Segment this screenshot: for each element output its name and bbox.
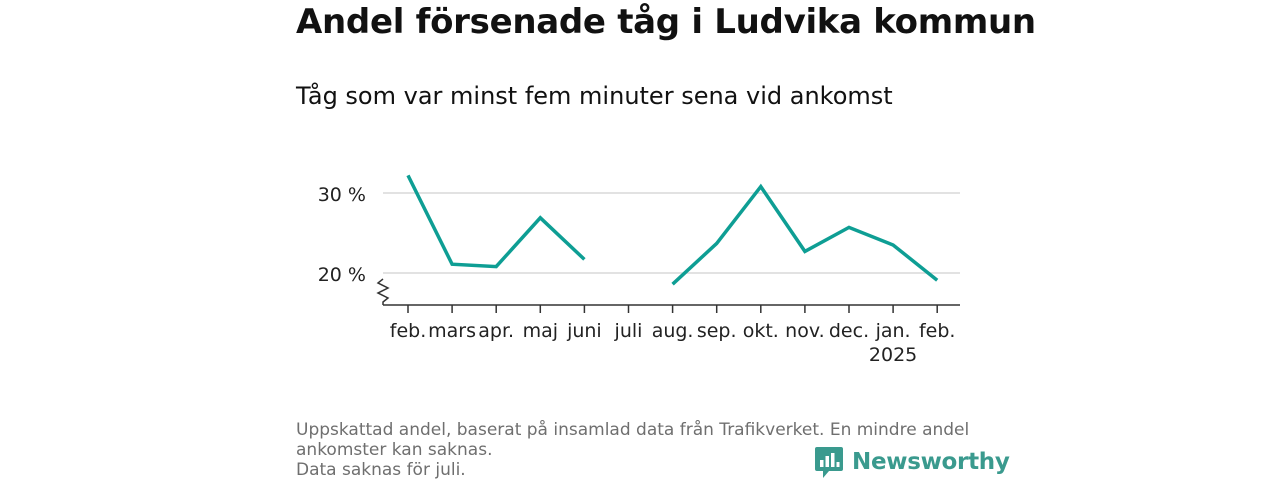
x-tick-label: jan. <box>875 320 911 342</box>
series-line-segment <box>406 174 586 269</box>
x-tick-label: okt. <box>743 320 779 342</box>
x-tick-label: maj <box>523 320 558 342</box>
axis-break-marker <box>376 278 390 305</box>
brand-name: Newsworthy <box>852 449 1010 475</box>
x-tick-label: dec. <box>829 320 869 342</box>
footnote-source: Uppskattad andel, baserat på insamlad da… <box>296 420 970 460</box>
series-line-segment <box>671 183 939 286</box>
y-tick-label: 20 % <box>318 264 366 286</box>
x-tick-year-label: 2025 <box>869 344 917 366</box>
x-tick-label: nov. <box>785 320 824 342</box>
x-tick-label: juli <box>614 320 643 342</box>
x-tick-label: sep. <box>697 320 737 342</box>
x-tick-label: feb. <box>390 320 426 342</box>
x-tick-label: feb. <box>919 320 955 342</box>
line-chart: 20 %30 %feb. mars apr. maj juni juli aug. sep. o… <box>318 174 960 366</box>
footnote-missing-data: Data saknas för juli. <box>296 460 466 480</box>
y-tick-label: 30 % <box>318 184 366 206</box>
footnote: Uppskattad andel, baserat på insamlad da… <box>296 420 986 480</box>
chart-title: Andel försenade tåg i Ludvika kommun <box>296 2 1036 42</box>
x-tick-label: juni <box>566 320 602 342</box>
x-tick-label: mars <box>428 320 476 342</box>
chart-subtitle: Tåg som var minst fem minuter sena vid a… <box>296 82 893 110</box>
x-tick-label: aug. <box>652 320 694 342</box>
brand: Newsworthy <box>814 445 1010 479</box>
newsworthy-logo-icon <box>815 447 843 478</box>
x-tick-label: apr. <box>478 320 514 342</box>
